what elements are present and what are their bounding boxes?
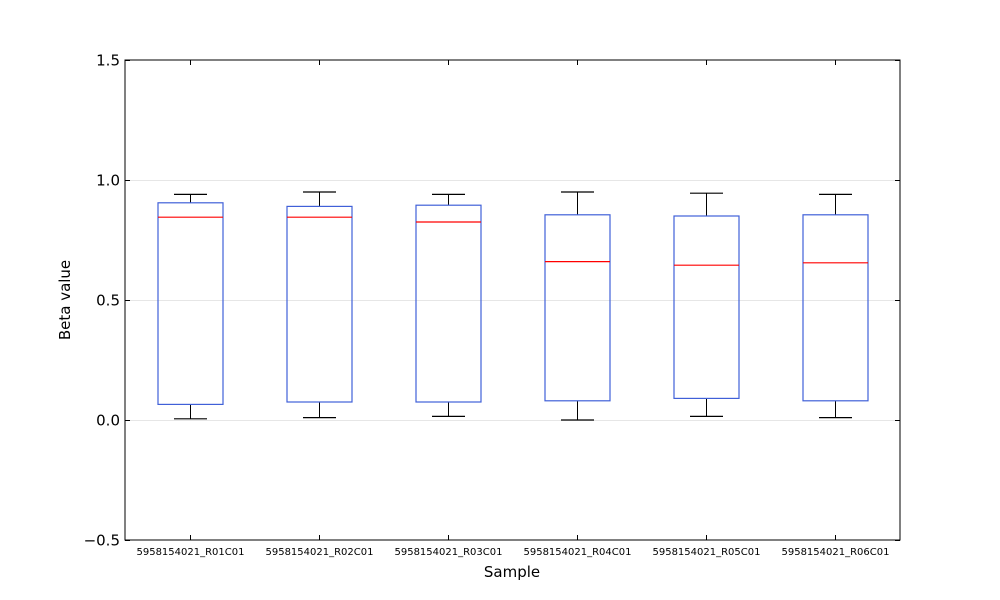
box-4 — [544, 191, 611, 421]
y-axis: −0.5 0.0 0.5 1.0 1.5 — [84, 52, 900, 550]
y-axis-title: Beta value — [56, 260, 74, 340]
x-tick-label: 5958154021_R04C01 — [523, 547, 631, 558]
x-tick-label: 5958154021_R02C01 — [265, 547, 373, 558]
box-3 — [415, 193, 482, 417]
box-2 — [286, 191, 353, 419]
grid-lines — [125, 180, 900, 421]
box-5 — [673, 192, 740, 417]
box-1 — [157, 193, 224, 420]
y-tick-label: 1.5 — [96, 52, 120, 70]
x-tick-label: 5958154021_R06C01 — [781, 547, 889, 558]
box-6 — [802, 193, 869, 419]
iqr-box — [157, 202, 224, 406]
y-tick-label: 0.5 — [96, 292, 120, 310]
x-axis: 5958154021_R01C01 5958154021_R02C01 595815… — [136, 60, 890, 558]
x-axis-title: Sample — [484, 563, 540, 581]
y-tick-label: −0.5 — [84, 532, 120, 550]
y-tick-label: 1.0 — [96, 172, 120, 190]
y-tick-label: 0.0 — [96, 412, 120, 430]
x-tick-label: 5958154021_R05C01 — [652, 547, 760, 558]
iqr-box — [544, 214, 611, 402]
box-series — [157, 191, 869, 421]
x-tick-label: 5958154021_R01C01 — [136, 547, 244, 558]
iqr-box — [286, 205, 353, 403]
x-tick-label: 5958154021_R03C01 — [394, 547, 502, 558]
iqr-box — [802, 214, 869, 402]
iqr-box — [415, 204, 482, 403]
iqr-box — [673, 215, 740, 399]
